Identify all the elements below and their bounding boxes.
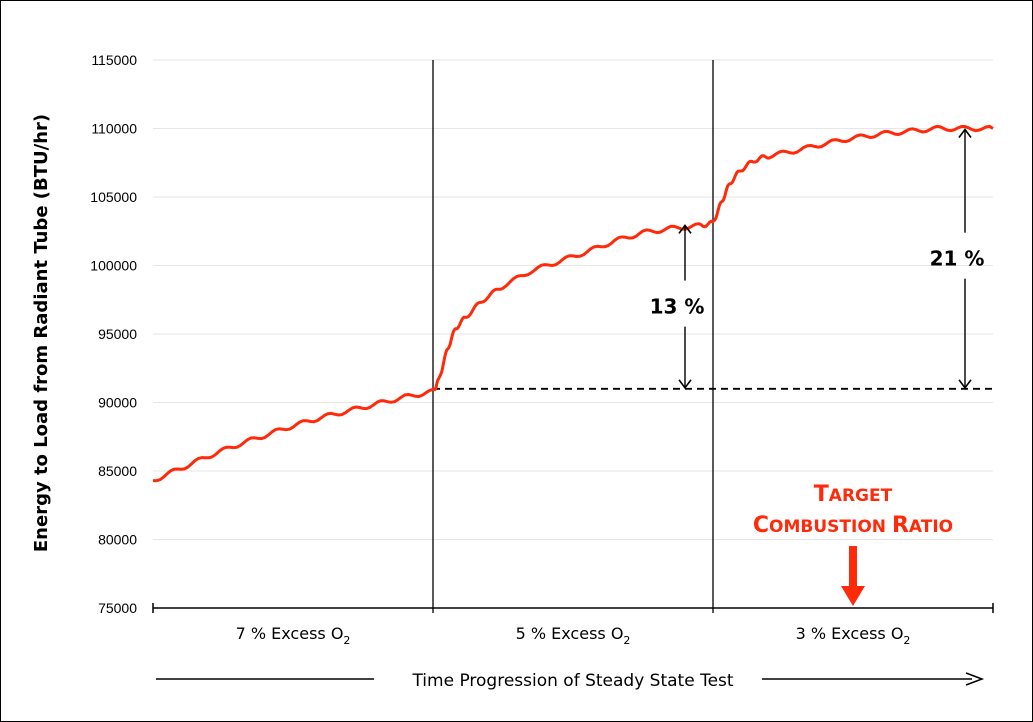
arrow-down-icon: [958, 379, 972, 390]
segment-label: 7 % Excess O2: [236, 624, 351, 647]
x-axis-title: Time Progression of Steady State Test: [411, 671, 733, 691]
y-axis-title: Energy to Load from Radiant Tube (BTU/hr…: [31, 114, 52, 552]
series-line-energy: [152, 124, 994, 483]
target-arrow-shaft: [849, 546, 857, 588]
y-tick-label: 80000: [98, 532, 137, 548]
y-tick-label: 95000: [98, 326, 137, 342]
target-callout: TARGET COMBUSTION RATIO: [753, 482, 953, 606]
gridlines: [153, 59, 993, 540]
arrow-up-icon: [678, 224, 692, 234]
segment-label: 3 % Excess O2: [796, 624, 911, 647]
segment-label: 5 % Excess O2: [516, 624, 631, 647]
y-axis-ticks: 75000 80000 85000 90000 95000 100000 105000 110…: [90, 52, 137, 616]
annotation-label: 21 %: [930, 247, 985, 271]
percent-annotations: 13 % 21 %: [650, 128, 985, 390]
annotation-label: 13 %: [650, 295, 705, 319]
y-tick-label: 85000: [98, 463, 137, 479]
time-progression: Time Progression of Steady State Test: [156, 671, 985, 691]
arrow-down-icon: [678, 379, 692, 390]
time-arrow-head-icon: [965, 672, 985, 686]
target-arrow-head-icon: [841, 586, 865, 606]
y-tick-label: 105000: [90, 189, 137, 205]
segment-labels: 7 % Excess O2 5 % Excess O2 3 % Excess O2: [236, 624, 911, 647]
y-tick-label: 90000: [98, 395, 137, 411]
y-tick-label: 75000: [98, 600, 137, 616]
y-tick-label: 110000: [91, 121, 137, 137]
target-line-2: COMBUSTION RATIO: [753, 513, 953, 538]
y-tick-label: 100000: [90, 258, 137, 274]
y-tick-label: 115000: [91, 52, 137, 68]
target-line-1: TARGET: [814, 482, 893, 507]
arrow-up-icon: [958, 128, 972, 138]
